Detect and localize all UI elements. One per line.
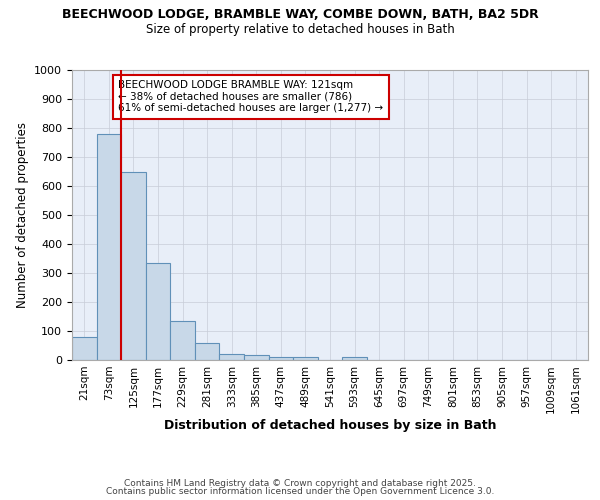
Text: BEECHWOOD LODGE, BRAMBLE WAY, COMBE DOWN, BATH, BA2 5DR: BEECHWOOD LODGE, BRAMBLE WAY, COMBE DOWN…	[62, 8, 538, 20]
Bar	[293, 357, 318, 360]
Bar	[146, 263, 170, 360]
Bar	[97, 134, 121, 360]
Bar	[121, 172, 146, 360]
Y-axis label: Number of detached properties: Number of detached properties	[16, 122, 29, 308]
Bar	[244, 355, 269, 360]
Bar	[170, 321, 195, 360]
Text: BEECHWOOD LODGE BRAMBLE WAY: 121sqm
← 38% of detached houses are smaller (786)
6: BEECHWOOD LODGE BRAMBLE WAY: 121sqm ← 38…	[118, 80, 383, 114]
Text: Contains HM Land Registry data © Crown copyright and database right 2025.: Contains HM Land Registry data © Crown c…	[124, 478, 476, 488]
Bar	[72, 337, 97, 360]
Text: Contains public sector information licensed under the Open Government Licence 3.: Contains public sector information licen…	[106, 487, 494, 496]
Text: Size of property relative to detached houses in Bath: Size of property relative to detached ho…	[146, 22, 454, 36]
Bar	[269, 357, 293, 360]
Bar	[195, 342, 220, 360]
Bar	[342, 357, 367, 360]
Bar	[220, 354, 244, 360]
X-axis label: Distribution of detached houses by size in Bath: Distribution of detached houses by size …	[164, 419, 496, 432]
